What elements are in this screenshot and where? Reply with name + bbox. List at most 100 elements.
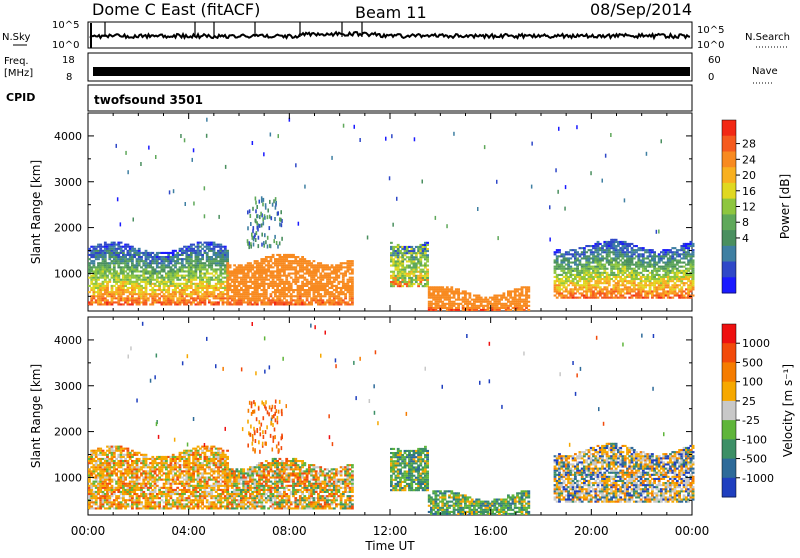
- range-cell: [301, 299, 304, 301]
- range-cell: [685, 257, 688, 259]
- range-cell: [669, 249, 672, 251]
- range-cell: [315, 279, 318, 281]
- range-cell: [226, 293, 229, 295]
- speckle-cell: [206, 118, 208, 122]
- range-cell: [340, 268, 343, 270]
- range-cell: [208, 283, 211, 285]
- range-cell: [238, 291, 241, 293]
- range-cell: [608, 255, 611, 257]
- speckle-cell: [267, 236, 269, 240]
- range-cell: [127, 503, 130, 505]
- range-cell: [99, 507, 102, 509]
- range-cell: [337, 270, 340, 272]
- speckle-cell: [258, 236, 260, 240]
- range-cell: [222, 291, 225, 293]
- range-cell: [656, 272, 659, 274]
- range-cell: [410, 277, 413, 279]
- range-cell: [676, 268, 679, 270]
- range-cell: [516, 290, 519, 292]
- range-cell: [676, 251, 679, 253]
- range-cell: [99, 489, 102, 491]
- range-cell: [554, 253, 557, 255]
- range-cell: [576, 266, 579, 268]
- speckle-cell: [204, 186, 206, 190]
- range-cell: [419, 283, 422, 285]
- range-cell: [653, 251, 656, 253]
- range-cell: [410, 281, 413, 283]
- range-cell: [201, 256, 204, 258]
- range-cell: [674, 288, 677, 290]
- range-cell: [226, 281, 229, 283]
- range-cell: [199, 252, 202, 254]
- range-cell: [644, 286, 647, 288]
- range-cell: [151, 266, 154, 268]
- speckle-cell: [247, 242, 249, 246]
- range-cell: [226, 256, 229, 258]
- range-cell: [206, 270, 209, 272]
- range-cell: [247, 275, 250, 277]
- range-cell: [642, 255, 645, 257]
- speckle-cell: [453, 132, 455, 136]
- range-cell: [599, 276, 602, 278]
- range-cell: [131, 303, 134, 305]
- range-cell: [208, 246, 211, 248]
- speckle-cell: [184, 138, 186, 142]
- range-cell: [328, 279, 331, 281]
- range-cell: [608, 284, 611, 286]
- range-cell: [521, 292, 524, 294]
- range-cell: [129, 458, 132, 460]
- speckle-cell: [273, 199, 275, 203]
- range-cell: [263, 262, 266, 264]
- range-cell: [201, 258, 204, 260]
- speckle-cell: [258, 244, 260, 248]
- range-cell: [201, 248, 204, 250]
- range-cell: [633, 280, 636, 282]
- range-cell: [331, 283, 334, 285]
- range-cell: [145, 291, 148, 293]
- range-cell: [174, 250, 177, 252]
- range-cell: [122, 293, 125, 295]
- range-cell: [680, 280, 683, 282]
- range-cell: [347, 270, 350, 272]
- range-cell: [565, 282, 568, 284]
- range-cell: [613, 292, 616, 294]
- speckle-cell: [624, 198, 626, 202]
- speckle-cell: [555, 168, 557, 172]
- range-cell: [397, 267, 400, 269]
- speckle-cell: [261, 223, 263, 227]
- speckle-cell: [263, 221, 265, 225]
- range-cell: [579, 262, 582, 264]
- range-cell: [525, 303, 528, 305]
- range-cell: [129, 493, 132, 495]
- range-cell: [574, 255, 577, 257]
- range-cell: [482, 307, 485, 309]
- range-cell: [624, 297, 627, 299]
- range-cell: [222, 283, 225, 285]
- range-cell: [397, 254, 400, 256]
- range-cell: [113, 246, 116, 248]
- range-cell: [190, 268, 193, 270]
- range-cell: [692, 284, 695, 286]
- range-cell: [637, 274, 640, 276]
- range-cell: [167, 287, 170, 289]
- range-cell: [172, 279, 175, 281]
- speckle-cell: [116, 144, 118, 148]
- range-cell: [117, 489, 120, 491]
- range-cell: [633, 253, 636, 255]
- range-cell: [117, 264, 120, 266]
- range-cell: [426, 242, 429, 244]
- range-cell: [489, 301, 492, 303]
- speckle-cell: [252, 236, 254, 240]
- range-cell: [415, 281, 418, 283]
- range-cell: [219, 285, 222, 287]
- range-cell: [680, 288, 683, 290]
- range-cell: [270, 258, 273, 260]
- range-cell: [120, 470, 123, 472]
- range-cell: [161, 275, 164, 277]
- range-cell: [649, 253, 652, 255]
- range-cell: [527, 305, 530, 307]
- range-cell: [646, 297, 649, 299]
- speckle-cell: [263, 152, 265, 156]
- range-cell: [181, 262, 184, 264]
